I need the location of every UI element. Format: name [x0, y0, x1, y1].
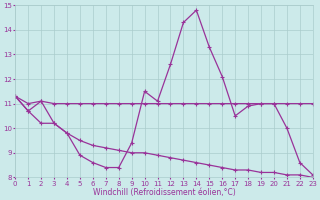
X-axis label: Windchill (Refroidissement éolien,°C): Windchill (Refroidissement éolien,°C)	[93, 188, 236, 197]
